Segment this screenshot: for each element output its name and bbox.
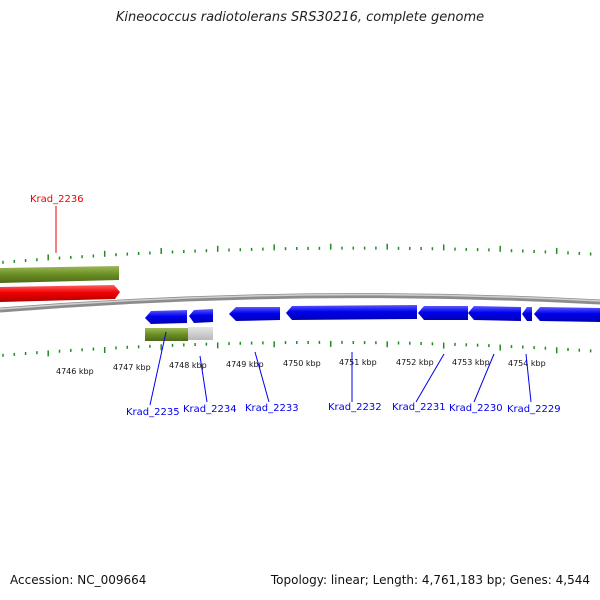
accession-text: Accession: NC_009664 [10,573,147,587]
gene-krad-2229-small-arrow[interactable] [522,307,532,321]
leader-krad-2233 [254,351,270,403]
leader-krad-2235 [149,331,167,406]
gene-krad-2229-arrow[interactable] [534,307,600,322]
scale-label-4753: 4753 kbp [452,358,490,367]
leader-krad-2230 [473,353,495,403]
gene-krad-2235-arrow[interactable] [145,310,187,324]
scale-label-4746: 4746 kbp [56,367,94,376]
gene-label-krad-2236[interactable]: Krad_2236 [30,194,84,205]
scale-label-4752: 4752 kbp [396,358,434,367]
gene-krad-2236-arrow[interactable] [0,285,120,302]
feature-grey-reverse [188,327,213,340]
genome-backbone-highlight [0,293,600,310]
leader-krad-2234 [199,355,208,403]
scale-label-4748: 4748 kbp [169,361,207,370]
gene-label-krad-2235[interactable]: Krad_2235 [126,407,180,418]
gene-label-krad-2231[interactable]: Krad_2231 [392,402,446,413]
gene-label-krad-2234[interactable]: Krad_2234 [183,404,237,415]
gene-label-krad-2233[interactable]: Krad_2233 [245,403,299,414]
feature-green-forward [0,266,119,283]
feature-green-reverse [145,328,188,341]
scale-label-4749: 4749 kbp [226,360,264,369]
scale-label-4751: 4751 kbp [339,358,377,367]
scale-label-4750: 4750 kbp [283,359,321,368]
gene-krad-2233-arrow[interactable] [229,307,280,321]
leader-krad-2229 [525,353,532,403]
gene-label-krad-2229[interactable]: Krad_2229 [507,404,561,415]
scale-ticks-bottom [2,340,592,357]
leader-krad-2231 [415,353,445,403]
genome-backbone [0,293,600,313]
gene-krad-2230-arrow[interactable] [468,306,521,321]
gene-krad-2231-arrow[interactable] [418,306,468,320]
gene-label-krad-2230[interactable]: Krad_2230 [449,403,503,414]
gene-krad-2234-arrow[interactable] [189,309,213,323]
scale-ticks-top [2,243,592,264]
map-title: Kineococcus radiotolerans SRS30216, comp… [115,10,485,25]
gene-label-krad-2232[interactable]: Krad_2232 [328,402,382,413]
gene-krad-2232-arrow[interactable] [286,305,417,320]
scale-label-4747: 4747 kbp [113,363,151,372]
genome-summary-text: Topology: linear; Length: 4,761,183 bp; … [270,573,590,587]
